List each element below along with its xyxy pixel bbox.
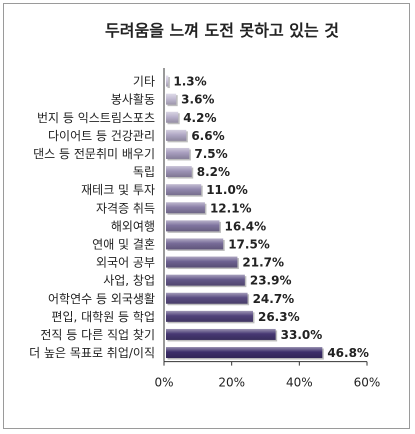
- category-label: 전직 등 다른 직업 찾기: [40, 328, 155, 342]
- bar: [166, 347, 323, 359]
- category-label: 다이어트 등 건강관리: [48, 129, 155, 143]
- value-label: 3.6%: [181, 93, 214, 107]
- category-label: 편입, 대학원 등 학업: [51, 310, 155, 324]
- category-label: 더 높은 목표로 취업/이직: [29, 346, 155, 360]
- value-label: 33.0%: [281, 328, 323, 342]
- bar: [166, 184, 202, 196]
- x-tick-label: 0%: [154, 376, 173, 390]
- value-label: 46.8%: [327, 346, 369, 360]
- category-label: 연애 및 결혼: [92, 237, 155, 251]
- axis-group: 0% 20% 40% 60%: [154, 68, 380, 390]
- category-label: 번지 등 익스트림스포츠: [37, 111, 155, 125]
- x-tick-label: 40%: [286, 376, 313, 390]
- value-label: 21.7%: [242, 256, 284, 270]
- value-label: 24.7%: [253, 292, 295, 306]
- bar: [166, 328, 276, 340]
- value-label: 4.2%: [183, 111, 216, 125]
- bar: [166, 310, 253, 322]
- value-labels-group: 1.3% 3.6% 4.2% 6.6% 7.5% 8.2% 11.0% 12.1% 16.4% 1…: [173, 75, 369, 360]
- bar: [166, 166, 192, 178]
- category-label: 봉사활동: [111, 93, 155, 107]
- value-label: 11.0%: [206, 183, 248, 197]
- x-tick-label: 60%: [354, 376, 381, 390]
- bar: [166, 256, 238, 268]
- value-label: 8.2%: [197, 165, 230, 179]
- category-label: 외국어 공부: [96, 256, 155, 270]
- category-label: 독립: [133, 165, 155, 179]
- value-label: 1.3%: [173, 75, 206, 89]
- value-label: 26.3%: [258, 310, 300, 324]
- bar: [166, 274, 245, 286]
- category-label: 댄스 등 전문취미 배우기: [33, 147, 155, 161]
- value-label: 7.5%: [194, 147, 227, 161]
- category-label: 재테크 및 투자: [81, 183, 155, 197]
- bar: [166, 111, 179, 123]
- bar: [166, 292, 248, 304]
- category-label: 사업, 창업: [103, 274, 155, 288]
- value-label: 16.4%: [224, 219, 266, 233]
- bar: [166, 220, 220, 232]
- value-label: 12.1%: [210, 201, 252, 215]
- x-tick-label: 20%: [218, 376, 245, 390]
- bars-group: [166, 75, 324, 360]
- bar: [166, 238, 224, 250]
- bar-shadow: [167, 77, 170, 89]
- value-label: 17.5%: [228, 237, 270, 251]
- bar: [166, 93, 177, 105]
- bar: [166, 202, 205, 214]
- chart-title: 두려움을 느껴 도전 못하고 있는 것: [105, 21, 339, 40]
- category-label: 해외여행: [111, 218, 155, 233]
- bar: [166, 75, 169, 87]
- category-label: 기타: [133, 75, 155, 89]
- category-label: 어학연수 등 외국생활: [48, 292, 155, 306]
- bar: [166, 147, 190, 159]
- value-label: 6.6%: [191, 129, 224, 143]
- bar: [166, 129, 187, 141]
- value-label: 23.9%: [250, 274, 292, 288]
- category-label: 자격증 취득: [96, 201, 155, 215]
